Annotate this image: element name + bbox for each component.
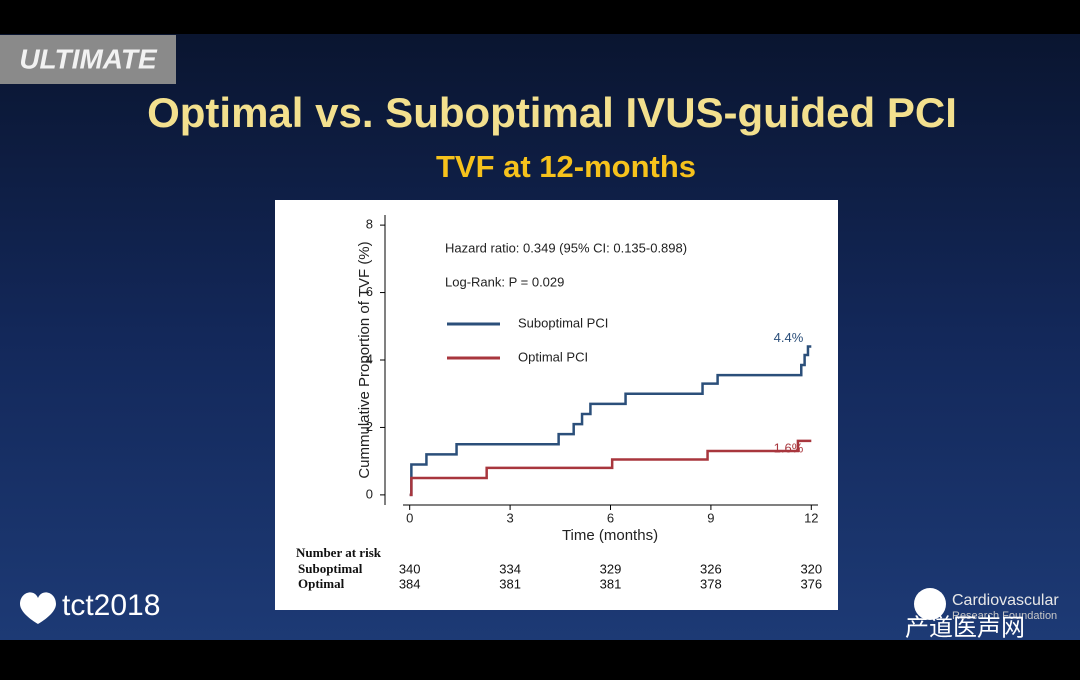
y-tick-label: 4 xyxy=(366,351,373,366)
badge: ULTIMATE xyxy=(19,43,158,74)
x-tick-label: 12 xyxy=(804,510,818,525)
badge-box xyxy=(0,35,176,84)
y-tick-label: 0 xyxy=(366,486,373,501)
legend-label: Suboptimal PCI xyxy=(518,315,608,330)
step-line xyxy=(409,439,812,497)
sponsor-line1: Cardiovascular xyxy=(952,592,1059,609)
y-tick-label: 8 xyxy=(366,217,373,232)
risk-count: 384 xyxy=(399,576,421,591)
x-tick-label: 0 xyxy=(406,510,413,525)
risk-count: 376 xyxy=(800,576,822,591)
y-tick-label: 2 xyxy=(366,419,373,434)
y-tick-label: 6 xyxy=(366,284,373,299)
annotation: Hazard ratio: 0.349 (95% CI: 0.135-0.898… xyxy=(445,240,687,255)
subtitle: TVF at 12-months xyxy=(436,149,696,184)
watermark: 产道医声网 xyxy=(905,614,1025,641)
risk-row-label: Suboptimal xyxy=(298,561,363,576)
risk-row-label: Optimal xyxy=(298,576,345,591)
risk-count: 320 xyxy=(800,561,822,576)
crf-logo-icon xyxy=(914,588,946,620)
x-tick-label: 6 xyxy=(607,510,614,525)
risk-count: 334 xyxy=(499,561,521,576)
end-label: 1.6% xyxy=(774,440,804,455)
legend-label: Optimal PCI xyxy=(518,349,588,364)
y-axis-label: Cummulative Proportion of TVF (%) xyxy=(356,241,373,478)
risk-count: 381 xyxy=(600,576,622,591)
x-tick-label: 9 xyxy=(707,510,714,525)
risk-count: 340 xyxy=(399,561,421,576)
risk-count: 326 xyxy=(700,561,722,576)
annotation: Log-Rank: P = 0.029 xyxy=(445,274,564,289)
risk-count: 378 xyxy=(700,576,722,591)
x-tick-label: 3 xyxy=(506,510,513,525)
title: Optimal vs. Suboptimal IVUS-guided PCI xyxy=(147,89,957,136)
risk-count: 329 xyxy=(600,561,622,576)
risk-count: 381 xyxy=(499,576,521,591)
step-line xyxy=(409,345,812,497)
end-label: 4.4% xyxy=(774,330,804,345)
chart-panel xyxy=(275,200,838,610)
footer-logo: tct2018 xyxy=(62,589,160,622)
tct-logo-icon xyxy=(20,592,56,624)
chart: 0 2 4 6 8 0 3 6 9 12 Time (months) Cummulative Prop… xyxy=(296,215,822,591)
sponsor-line2: Research Foundation xyxy=(952,610,1057,622)
x-axis-label: Time (months) xyxy=(562,527,658,544)
risk-table-title: Number at risk xyxy=(296,545,382,560)
